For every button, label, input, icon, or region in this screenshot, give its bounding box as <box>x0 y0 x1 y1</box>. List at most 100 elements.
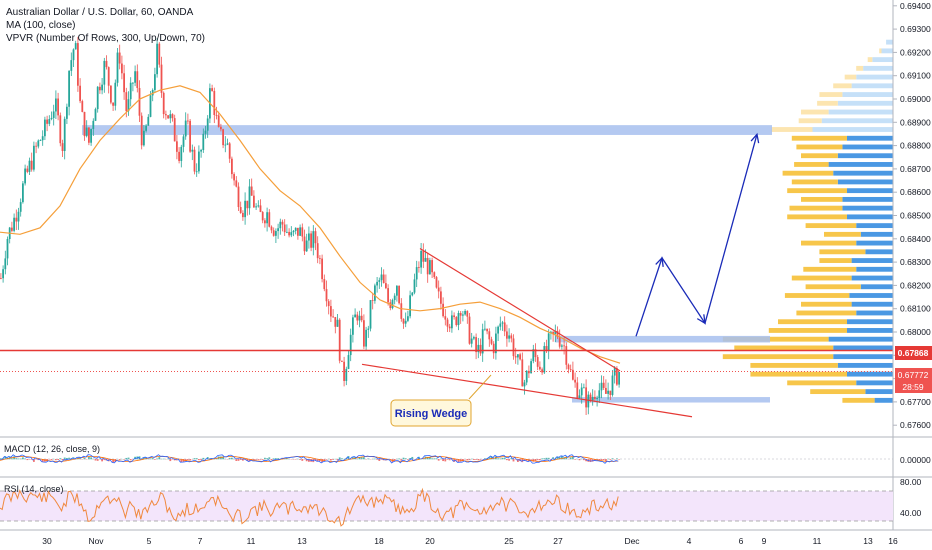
vp-up-bar <box>844 74 857 80</box>
rsi-line <box>0 487 619 527</box>
macd-histogram-bar <box>261 459 264 460</box>
macd-histogram-bar <box>618 459 620 460</box>
time-axis-ticks: 30 Nov 5 7 11 13 18 20 25 27 Dec 4 6 9 11 13 16 <box>42 536 898 546</box>
candle-body <box>407 316 409 321</box>
vp-up-bar <box>867 57 873 63</box>
candle-body <box>213 90 216 115</box>
macd-histogram-bar <box>552 457 554 460</box>
macd-histogram-bar <box>239 459 242 460</box>
vp-down-bar <box>856 266 893 272</box>
macd-histogram-bar <box>255 459 257 460</box>
candle-body <box>369 300 372 329</box>
macd-histogram-bar <box>325 459 328 460</box>
macd-histogram-bar <box>558 457 561 460</box>
candle-body <box>503 322 506 332</box>
last-price-tag: 0.67772 28:59 <box>895 368 932 393</box>
candle-body <box>429 260 431 275</box>
candle-body <box>283 224 286 233</box>
time-axis[interactable]: 30 Nov 5 7 11 13 18 20 25 27 Dec 4 6 9 11 13 16 <box>0 529 932 546</box>
candle-body <box>312 231 315 248</box>
price-axis[interactable]: 0.69400 0.69300 0.69200 0.69100 0.69000 0.689… <box>892 0 932 530</box>
candle-body <box>270 226 273 231</box>
rising-wedge-callout[interactable]: Rising Wedge <box>390 374 492 427</box>
candle-body <box>338 319 341 361</box>
macd-histogram-bar <box>231 457 233 460</box>
macd-histogram-bar <box>462 459 464 462</box>
vp-down-bar <box>837 153 893 159</box>
macd-histogram-bar <box>352 457 354 460</box>
candle-body <box>74 43 77 50</box>
candle-body <box>200 150 202 152</box>
candle-body <box>13 217 15 231</box>
price-tick-label: 0.68200 <box>900 280 931 290</box>
candle-body <box>202 133 205 151</box>
macd-histogram-bar <box>259 459 262 460</box>
candle-body <box>189 120 191 152</box>
candle-body <box>125 92 128 112</box>
vpvr-legend[interactable]: VPVR (Number Of Rows, 300, Up/Down, 70) <box>6 33 205 44</box>
time-tick-label: 9 <box>762 536 767 546</box>
candle-body <box>354 314 356 318</box>
macd-histogram-bar <box>268 457 271 460</box>
time-tick-label: 11 <box>247 536 256 546</box>
candle-body <box>297 227 299 236</box>
macd-line <box>0 454 619 464</box>
candle-body <box>486 328 488 332</box>
macd-histogram-bar <box>444 459 447 462</box>
candle-body <box>26 168 29 172</box>
candle-body <box>539 366 541 370</box>
candle-body <box>160 64 163 93</box>
candle-body <box>402 318 405 324</box>
macd-histogram-bar <box>475 459 477 460</box>
candle-body <box>158 43 161 65</box>
candle-body <box>154 74 156 90</box>
macd-histogram-bar <box>173 459 176 461</box>
candle-body <box>457 313 460 326</box>
macd-pane[interactable]: MACD (12, 26, close, 9) 0.00000 <box>0 444 931 465</box>
macd-histogram-bar <box>360 457 363 460</box>
macd-histogram-bar <box>125 457 128 460</box>
candle-body <box>224 144 227 146</box>
candle-body <box>149 95 152 117</box>
moving-average-line <box>0 85 621 364</box>
vp-up-bar <box>791 135 847 141</box>
macd-histogram-bar <box>292 459 295 460</box>
candle-body <box>585 387 587 408</box>
candle-body <box>118 52 121 64</box>
candle-body <box>105 60 108 68</box>
candle-body <box>547 333 550 351</box>
candle-body <box>418 267 420 268</box>
price-tick-label: 0.68300 <box>900 257 931 267</box>
candle-body <box>316 243 319 259</box>
ma-legend[interactable]: MA (100, close) <box>6 20 75 31</box>
candle-body <box>609 390 612 395</box>
candle-body <box>226 143 229 145</box>
candle-body <box>136 71 139 88</box>
candle-body <box>222 129 224 146</box>
candle-body <box>28 160 31 172</box>
candle-body <box>85 127 88 137</box>
macd-histogram-bar <box>545 457 548 460</box>
candle-body <box>358 315 361 321</box>
candle-body <box>422 250 425 262</box>
vp-up-bar <box>789 205 843 211</box>
macd-histogram-bar <box>512 459 515 462</box>
vp-up-bar <box>803 266 857 272</box>
candle-body <box>259 205 262 213</box>
macd-histogram-bar <box>90 457 92 460</box>
candle-body <box>33 145 35 170</box>
candle-body <box>110 85 112 103</box>
price-pane[interactable]: Rising Wedge Australian Dollar / U.S. Do… <box>0 7 893 427</box>
macd-histogram-bar <box>242 459 244 461</box>
macd-histogram-bar <box>477 459 480 461</box>
macd-histogram-bar <box>468 459 471 461</box>
volume-profile <box>722 39 893 403</box>
symbol-title[interactable]: Australian Dollar / U.S. Dollar, 60, OAN… <box>6 7 194 18</box>
rsi-pane[interactable]: RSI (14, close) 80.00 40.00 <box>0 477 922 527</box>
vp-down-bar <box>821 118 893 124</box>
candle-body <box>556 330 559 338</box>
price-tick-label: 0.68500 <box>900 211 931 221</box>
macd-histogram-bar <box>530 459 532 460</box>
candle-body <box>363 320 365 347</box>
